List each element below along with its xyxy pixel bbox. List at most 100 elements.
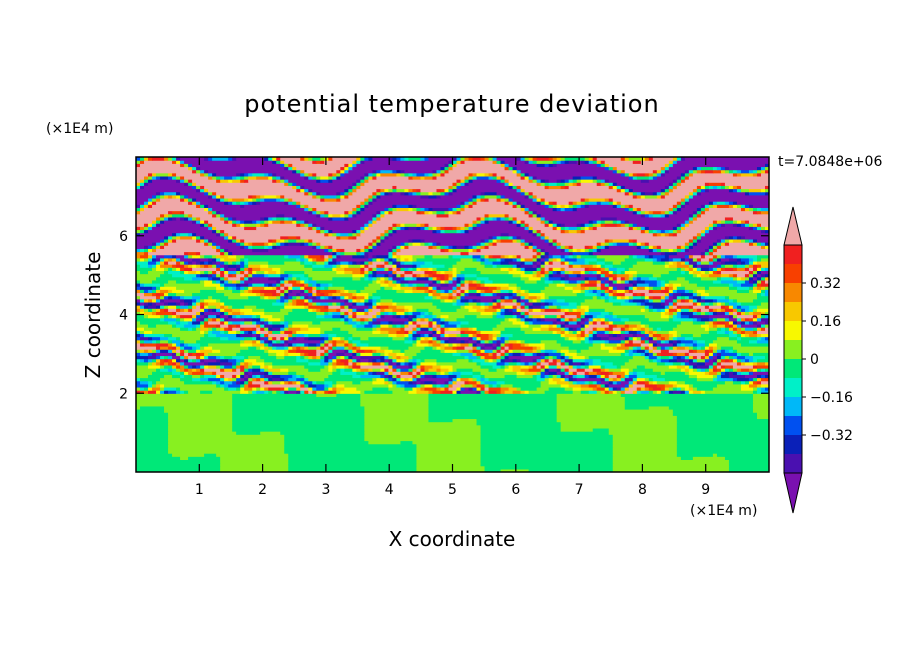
field-cell bbox=[316, 390, 325, 394]
field-cell bbox=[228, 279, 233, 284]
field-cell bbox=[716, 270, 722, 275]
field-cell bbox=[728, 242, 750, 246]
field-cell bbox=[384, 229, 389, 234]
field-cell bbox=[752, 368, 758, 372]
field-cell bbox=[756, 383, 762, 388]
field-cell bbox=[144, 301, 149, 306]
field-cell bbox=[240, 339, 245, 344]
field-cell bbox=[192, 327, 197, 331]
field-cell bbox=[204, 368, 221, 372]
field-cell bbox=[436, 336, 442, 341]
field-cell bbox=[632, 371, 638, 375]
field-cell bbox=[416, 383, 422, 388]
field-cell bbox=[384, 308, 393, 312]
field-cell bbox=[524, 371, 538, 375]
field-cell bbox=[652, 386, 662, 391]
field-cell bbox=[136, 232, 141, 237]
field-cell bbox=[468, 349, 474, 353]
field-cell bbox=[524, 330, 554, 334]
field-cell bbox=[696, 339, 706, 344]
field-cell bbox=[588, 355, 634, 360]
field-cell bbox=[376, 311, 381, 316]
field-cell bbox=[632, 383, 646, 388]
field-cell bbox=[240, 267, 245, 271]
field-cell bbox=[680, 229, 702, 234]
field-cell bbox=[276, 352, 285, 357]
field-cell bbox=[368, 264, 377, 268]
field-cell bbox=[460, 207, 466, 212]
field-cell bbox=[444, 289, 450, 294]
field-cell bbox=[500, 364, 506, 369]
field-cell bbox=[300, 292, 309, 297]
field-cell bbox=[456, 380, 466, 385]
field-cell bbox=[588, 223, 594, 227]
field-cell bbox=[388, 374, 394, 379]
field-cell bbox=[252, 220, 257, 224]
field-cell bbox=[716, 220, 722, 224]
field-cell bbox=[228, 216, 233, 221]
field-cell bbox=[208, 308, 213, 312]
field-cell bbox=[744, 238, 750, 243]
field-cell bbox=[536, 377, 546, 382]
field-cell bbox=[612, 220, 618, 224]
field-cell bbox=[228, 330, 237, 334]
field-cell bbox=[476, 346, 482, 350]
contour-field bbox=[136, 157, 769, 472]
field-cell bbox=[612, 320, 626, 325]
field-cell bbox=[588, 245, 594, 249]
field-cell bbox=[284, 346, 289, 350]
field-cell bbox=[584, 260, 590, 265]
field-cell bbox=[268, 333, 289, 338]
field-cell bbox=[260, 368, 265, 372]
field-cell bbox=[568, 264, 574, 268]
field-cell bbox=[516, 204, 522, 208]
field-cell bbox=[480, 355, 486, 360]
field-cell bbox=[544, 308, 558, 312]
field-cell bbox=[688, 368, 694, 372]
field-cell bbox=[184, 301, 189, 306]
field-cell bbox=[136, 320, 141, 325]
field-cell bbox=[300, 254, 305, 259]
field-cell bbox=[764, 245, 769, 249]
field-cell bbox=[440, 368, 450, 372]
field-cell bbox=[548, 386, 566, 391]
field-cell bbox=[144, 229, 149, 234]
field-cell bbox=[660, 298, 666, 303]
field-cell bbox=[156, 298, 161, 303]
field-cell bbox=[532, 352, 538, 357]
field-cell bbox=[180, 235, 193, 240]
field-cell bbox=[680, 355, 686, 360]
field-cell bbox=[488, 390, 498, 394]
field-cell bbox=[592, 248, 598, 253]
field-cell bbox=[144, 251, 149, 256]
field-cell bbox=[676, 276, 686, 281]
field-cell bbox=[384, 358, 389, 363]
field-cell bbox=[556, 409, 674, 413]
field-cell bbox=[220, 210, 309, 215]
field-cell bbox=[192, 216, 197, 221]
field-cell bbox=[564, 368, 570, 372]
field-cell bbox=[440, 276, 446, 281]
field-cell bbox=[716, 364, 722, 369]
field-cell bbox=[756, 339, 769, 344]
field-cell bbox=[176, 254, 185, 259]
field-cell bbox=[332, 251, 337, 256]
field-cell bbox=[600, 242, 606, 246]
field-cell bbox=[356, 207, 361, 212]
field-cell bbox=[524, 210, 530, 215]
field-cell bbox=[396, 377, 402, 382]
field-cell bbox=[236, 223, 241, 227]
field-cell bbox=[464, 245, 470, 249]
field-cell bbox=[220, 383, 225, 388]
field-cell bbox=[760, 311, 766, 316]
field-cell bbox=[764, 336, 769, 341]
field-cell bbox=[628, 298, 634, 303]
field-cell bbox=[608, 349, 626, 353]
field-cell bbox=[600, 383, 606, 388]
field-cell bbox=[540, 220, 546, 224]
field-cell bbox=[244, 364, 249, 369]
field-cell bbox=[404, 336, 410, 341]
field-cell bbox=[236, 358, 241, 363]
field-cell bbox=[152, 352, 157, 357]
field-cell bbox=[680, 292, 694, 297]
